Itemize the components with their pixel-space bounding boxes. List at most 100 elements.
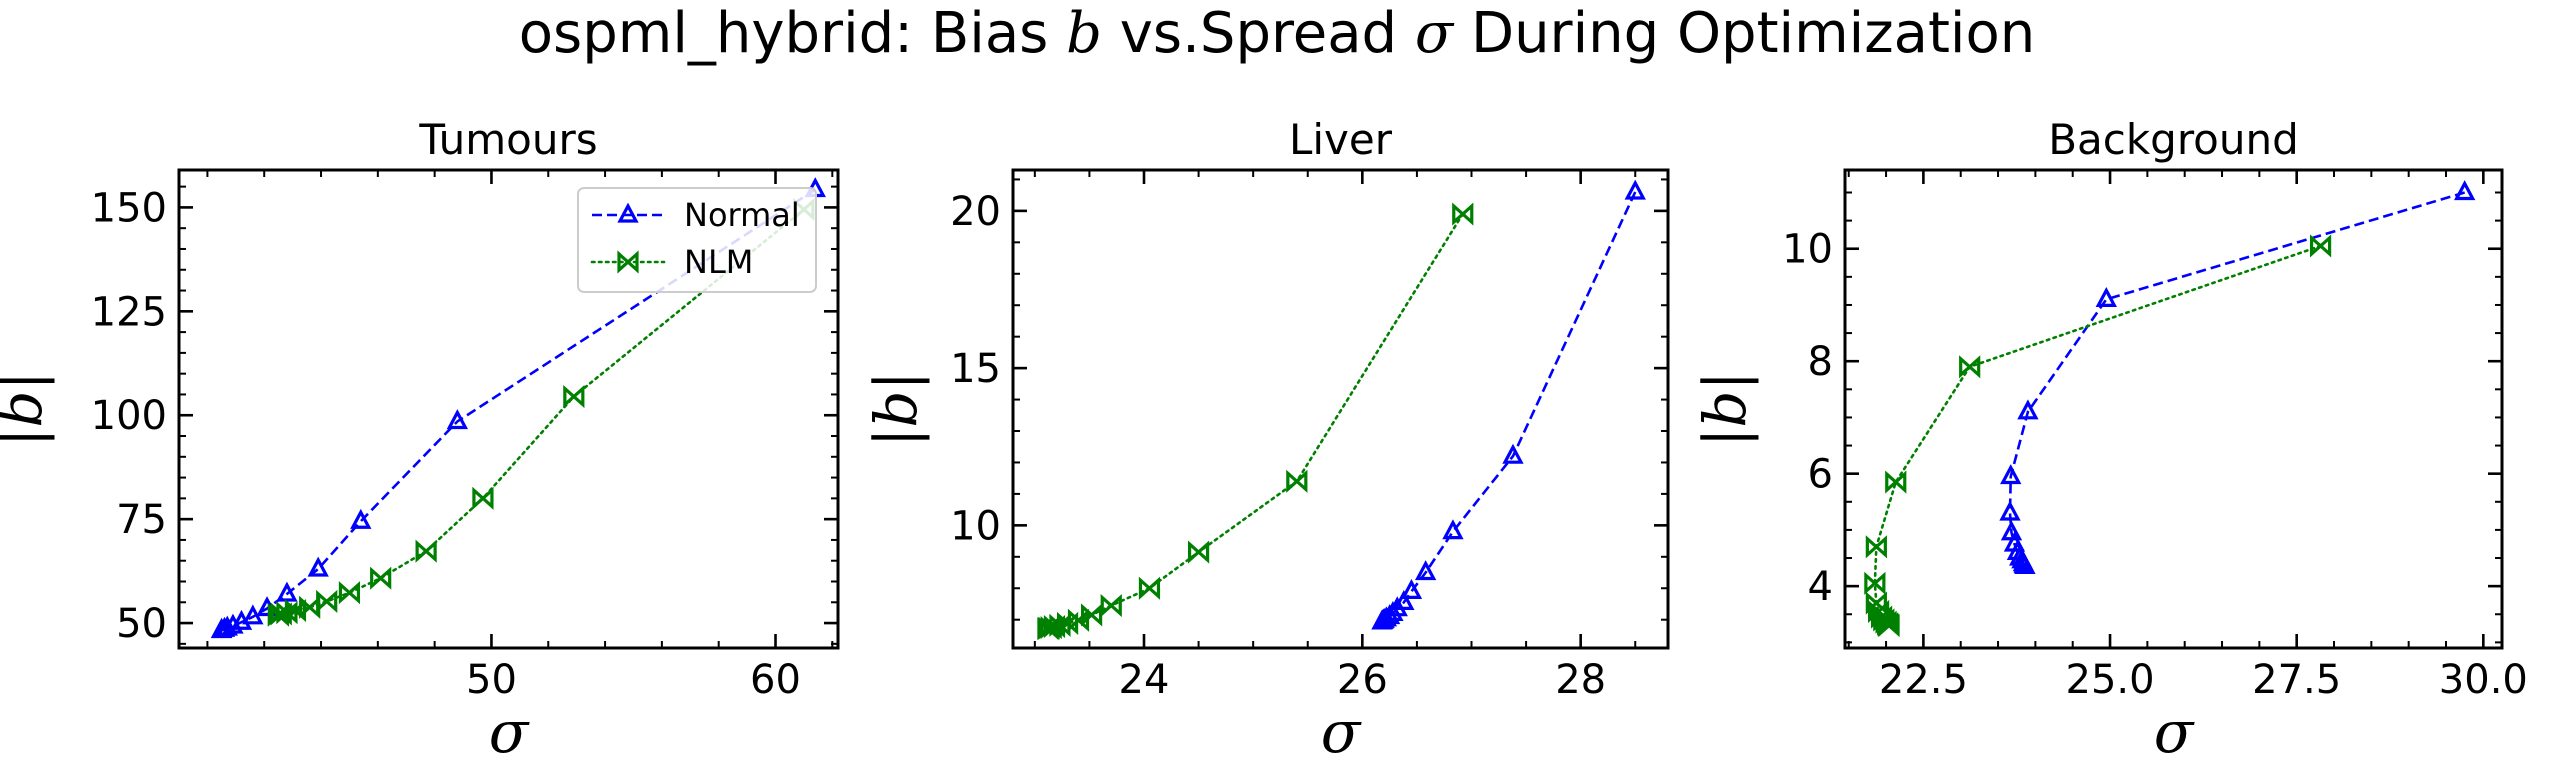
y-tick-label: 125 <box>91 289 167 335</box>
y-tick-label: 6 <box>1808 452 1833 498</box>
chart-panel-3: Background 22.5 25.0 27.5 30.0 4 6 8 10 σ |b| <box>1691 115 2528 766</box>
data-point <box>2309 234 2332 258</box>
data-point <box>210 618 233 639</box>
figure-title-prefix: ospml_hybrid: Bias <box>519 1 1066 66</box>
data-point <box>276 581 298 602</box>
y-tick-label: 75 <box>116 497 167 543</box>
data-point <box>1371 609 1393 630</box>
figure-title-suffix: During Optimization <box>1453 1 2035 66</box>
data-point <box>1864 571 1886 595</box>
data-point <box>338 581 361 605</box>
data-point <box>1442 519 1464 540</box>
series-line <box>2008 191 2466 568</box>
data-point <box>1400 578 1423 599</box>
x-tick-label: 25.0 <box>2066 657 2155 703</box>
data-point <box>1187 540 1210 564</box>
data-point <box>1393 590 1415 611</box>
chart-panel-2: Liver 24 26 28 10 15 20 σ |b| <box>862 115 1670 766</box>
y-tick-label: 8 <box>1808 339 1833 385</box>
data-point <box>1878 613 1900 638</box>
series-normal <box>210 177 826 639</box>
x-tick-label: 24 <box>1119 657 1170 703</box>
data-point <box>2017 399 2039 420</box>
panel-title: Liver <box>1289 115 1393 164</box>
data-point <box>2014 554 2036 575</box>
y-tick-label: 100 <box>91 393 167 439</box>
data-point <box>472 486 494 510</box>
x-axis-label: σ <box>2154 698 2195 766</box>
data-point <box>1865 591 1887 615</box>
axis-ticks <box>1845 170 2502 648</box>
y-tick-label: 15 <box>950 346 1001 392</box>
y-axis-label: |b| <box>0 371 55 447</box>
legend-label: Normal <box>684 196 800 234</box>
data-point <box>270 602 292 626</box>
series-line <box>1381 191 1637 624</box>
series-nlm <box>1037 202 1474 641</box>
legend-marker <box>617 202 639 223</box>
y-axis-label: |b| <box>862 371 930 447</box>
x-tick-label: 50 <box>466 657 517 703</box>
data-point <box>1414 560 1437 581</box>
data-point <box>230 609 253 630</box>
y-tick-label: 4 <box>1808 564 1833 610</box>
y-tick-label: 50 <box>116 601 167 647</box>
y-tick-label: 10 <box>1782 227 1833 273</box>
y-tick-label: 150 <box>91 185 167 231</box>
legend: Normal NLM <box>577 187 817 293</box>
data-point <box>1959 355 1981 379</box>
figure-title-mid: vs.Spread <box>1102 1 1415 66</box>
x-axis-label: σ <box>489 698 530 766</box>
x-tick-label: 22.5 <box>1879 657 1968 703</box>
data-point <box>1100 593 1122 618</box>
plot-frame <box>1843 168 2504 650</box>
data-point <box>446 409 469 430</box>
series-line <box>1046 212 1465 630</box>
series-normal <box>1371 179 1646 630</box>
y-tick-label: 20 <box>950 189 1001 235</box>
data-point <box>1867 599 1890 624</box>
data-point <box>1624 179 1646 200</box>
x-tick-label: 60 <box>750 657 801 703</box>
data-point <box>1999 500 2021 521</box>
legend-marker <box>617 250 639 274</box>
x-tick-label: 27.5 <box>2252 657 2341 703</box>
data-point <box>2454 180 2476 201</box>
data-point <box>2000 464 2022 485</box>
figure-title-b: b <box>1066 1 1102 66</box>
legend-label: NLM <box>684 243 753 281</box>
series-nlm <box>267 197 815 627</box>
data-point <box>242 604 264 625</box>
data-point <box>1286 469 1308 493</box>
plot-frame <box>1011 168 1670 650</box>
data-point <box>370 566 392 590</box>
x-axis-label: σ <box>1321 698 1362 766</box>
data-point <box>563 384 585 409</box>
legend-entry-nlm: NLM <box>590 243 753 281</box>
data-point <box>307 556 329 577</box>
data-point <box>2095 286 2117 307</box>
x-tick-label: 26 <box>1337 657 1388 703</box>
data-point <box>1502 443 1524 464</box>
data-point <box>267 603 290 627</box>
data-point <box>299 595 321 619</box>
x-tick-label: 28 <box>1555 657 1606 703</box>
data-point <box>1452 202 1474 226</box>
series-normal <box>1999 180 2476 575</box>
axis-ticks <box>1013 170 1668 648</box>
figure-title-sigma: σ <box>1415 1 1455 66</box>
series-nlm <box>1864 234 2332 638</box>
panel-title: Background <box>2048 115 2299 164</box>
data-point <box>415 539 437 563</box>
data-point <box>1138 576 1161 600</box>
panels: Tumours 50 60 50 75 100 125 150 σ |b| Normal NLM Liv… <box>0 115 2528 766</box>
data-point <box>1865 535 1887 559</box>
chart-panel-1: Tumours 50 60 50 75 100 125 150 σ |b| Normal NLM <box>0 115 840 766</box>
x-tick-label: 30.0 <box>2439 657 2528 703</box>
axis-ticks <box>179 170 838 648</box>
data-point <box>1037 616 1059 641</box>
data-point <box>316 589 338 614</box>
figure-title: ospml_hybrid: Bias b vs.Spread σ During … <box>519 1 2035 66</box>
y-tick-label: 10 <box>950 503 1001 549</box>
